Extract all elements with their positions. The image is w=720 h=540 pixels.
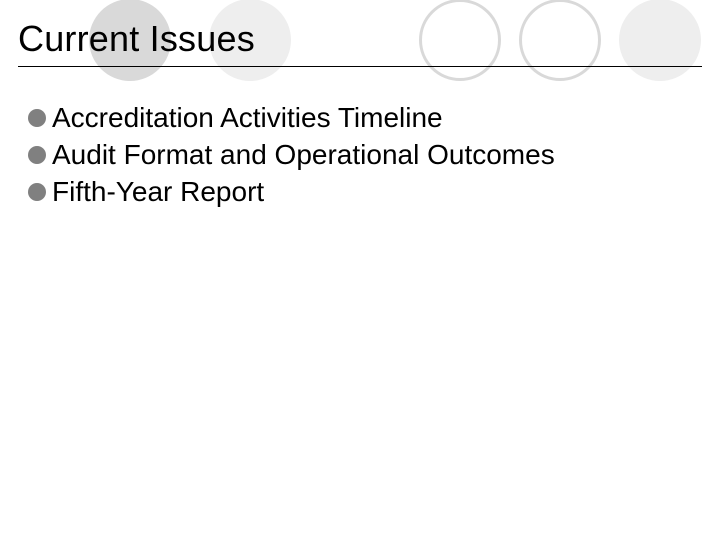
bullet-icon: [28, 146, 46, 164]
list-item: Accreditation Activities Timeline: [28, 100, 688, 135]
bullet-text: Fifth-Year Report: [52, 174, 264, 209]
slide: Current Issues Accreditation Activities …: [0, 0, 720, 540]
bullet-icon: [28, 183, 46, 201]
title-block: Current Issues: [18, 18, 702, 67]
list-item: Audit Format and Operational Outcomes: [28, 137, 688, 172]
bullet-text: Audit Format and Operational Outcomes: [52, 137, 555, 172]
bullet-list: Accreditation Activities Timeline Audit …: [28, 100, 688, 211]
bullet-text: Accreditation Activities Timeline: [52, 100, 443, 135]
title-underline: [18, 66, 702, 67]
list-item: Fifth-Year Report: [28, 174, 688, 209]
slide-title: Current Issues: [18, 18, 702, 66]
bullet-icon: [28, 109, 46, 127]
